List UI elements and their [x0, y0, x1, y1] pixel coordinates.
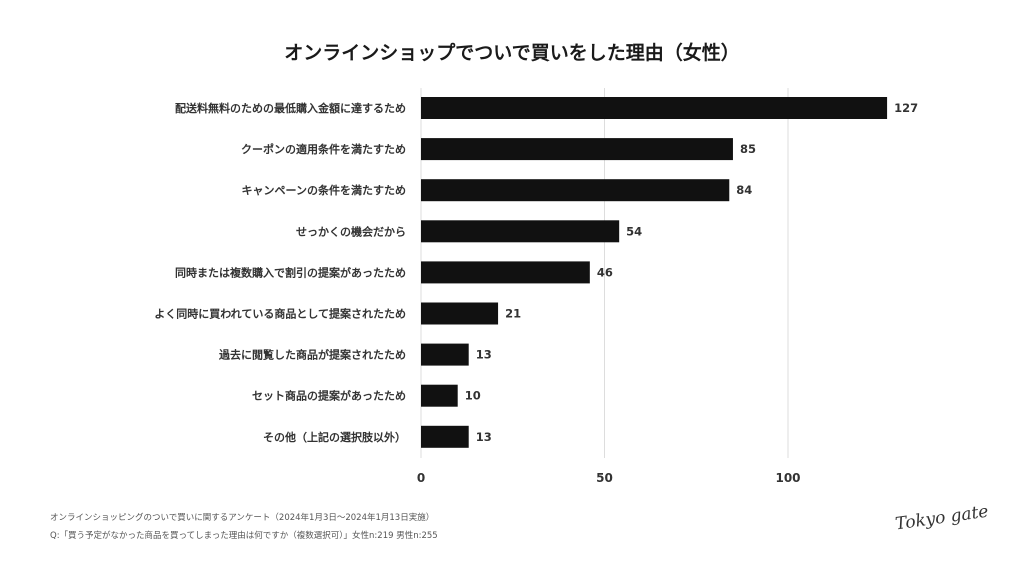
data-label: 127 [894, 101, 918, 115]
footer-survey-info: オンラインショッピングのついで買いに関するアンケート（2024年1月3日〜202… [50, 513, 435, 523]
category-label: 過去に閲覧した商品が提案されたため [218, 348, 406, 362]
x-tick-label: 50 [596, 471, 613, 485]
bar [421, 138, 733, 161]
data-label: 13 [476, 430, 492, 444]
data-label: 54 [626, 224, 642, 238]
bar [421, 425, 469, 448]
bar [421, 343, 469, 366]
bar [421, 302, 499, 325]
data-label: 10 [465, 389, 481, 403]
bar [421, 179, 730, 202]
chart-title: オンラインショップでついで買いをした理由（女性） [284, 42, 740, 64]
category-label: 同時または複数購入で割引の提案があったため [175, 265, 406, 279]
bar [421, 261, 590, 284]
category-label: クーポンの適用条件を満たすため [241, 142, 406, 156]
category-label: よく同時に買われている商品として提案されたため [154, 307, 406, 321]
x-tick-label: 100 [775, 471, 800, 485]
category-label: セット商品の提案があったため [252, 389, 406, 403]
bar-chart: 0 50 100 配送料無料のための最低購入金額に達するため 127 クーポンの適用条件を… [154, 88, 918, 485]
data-label: 84 [736, 183, 752, 197]
category-label: 配送料無料のための最低購入金額に達するため [175, 101, 406, 115]
footer-question: Q:「買う予定がなかった商品を買ってしまった理由は何ですか（複数選択可）」女性n… [50, 531, 438, 541]
x-tick-label: 0 [417, 471, 425, 485]
data-label: 13 [476, 348, 492, 362]
tokyo-gate-logo: Tokyo gate [894, 501, 990, 535]
bar [421, 384, 458, 407]
bar [421, 97, 888, 119]
data-label: 21 [505, 307, 521, 321]
data-label: 46 [597, 265, 613, 279]
category-label: キャンペーンの条件を満たすため [242, 183, 406, 197]
data-label: 85 [740, 142, 756, 156]
category-label: その他（上記の選択肢以外） [263, 430, 406, 444]
category-label: せっかくの機会だから [296, 224, 406, 238]
bar [421, 220, 620, 243]
